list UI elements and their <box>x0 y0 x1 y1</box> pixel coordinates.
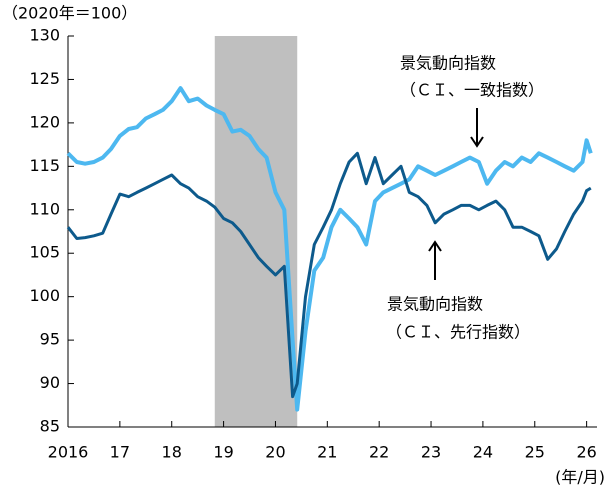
x-tick-label: 21 <box>317 443 337 462</box>
arrow-head <box>470 136 484 148</box>
x-tick-label: 20 <box>265 443 285 462</box>
x-tick-label: 23 <box>421 443 441 462</box>
annotation: （ＣＩ、一致指数） <box>400 81 544 100</box>
recession-shade <box>214 36 298 427</box>
y-tick-label: 115 <box>29 156 60 175</box>
series-line <box>66 151 592 399</box>
x-tick-label: 25 <box>525 443 545 462</box>
x-axis-title: (年/月) <box>555 468 605 487</box>
x-tick-label: 17 <box>110 443 130 462</box>
x-tick-label: 18 <box>162 443 182 462</box>
annotation: 景気動向指数 <box>387 295 483 314</box>
y-tick-label: 110 <box>29 199 60 218</box>
x-tick-label: 24 <box>473 443 493 462</box>
series-line <box>66 86 593 412</box>
x-tick-label: 19 <box>213 443 233 462</box>
x-tick-label: 2016 <box>48 443 89 462</box>
y-tick-label: 125 <box>29 69 60 88</box>
y-tick-label: 120 <box>29 112 60 131</box>
arrow-head <box>428 240 442 252</box>
x-tick-label: 22 <box>369 443 389 462</box>
y-tick-label: 85 <box>40 417 60 436</box>
annotation: （ＣＩ、先行指数） <box>386 323 530 342</box>
y-tick-label: 90 <box>40 373 60 392</box>
x-tick-label: 26 <box>576 443 596 462</box>
arrows <box>428 108 484 280</box>
y-tick-label: 95 <box>40 330 60 349</box>
y-tick-label: 130 <box>29 26 60 45</box>
annotation: 景気動向指数 <box>400 54 496 73</box>
y-tick-label: 105 <box>29 243 60 262</box>
y-axis-title: （2020年＝100） <box>2 4 137 23</box>
y-tick-label: 100 <box>29 286 60 305</box>
